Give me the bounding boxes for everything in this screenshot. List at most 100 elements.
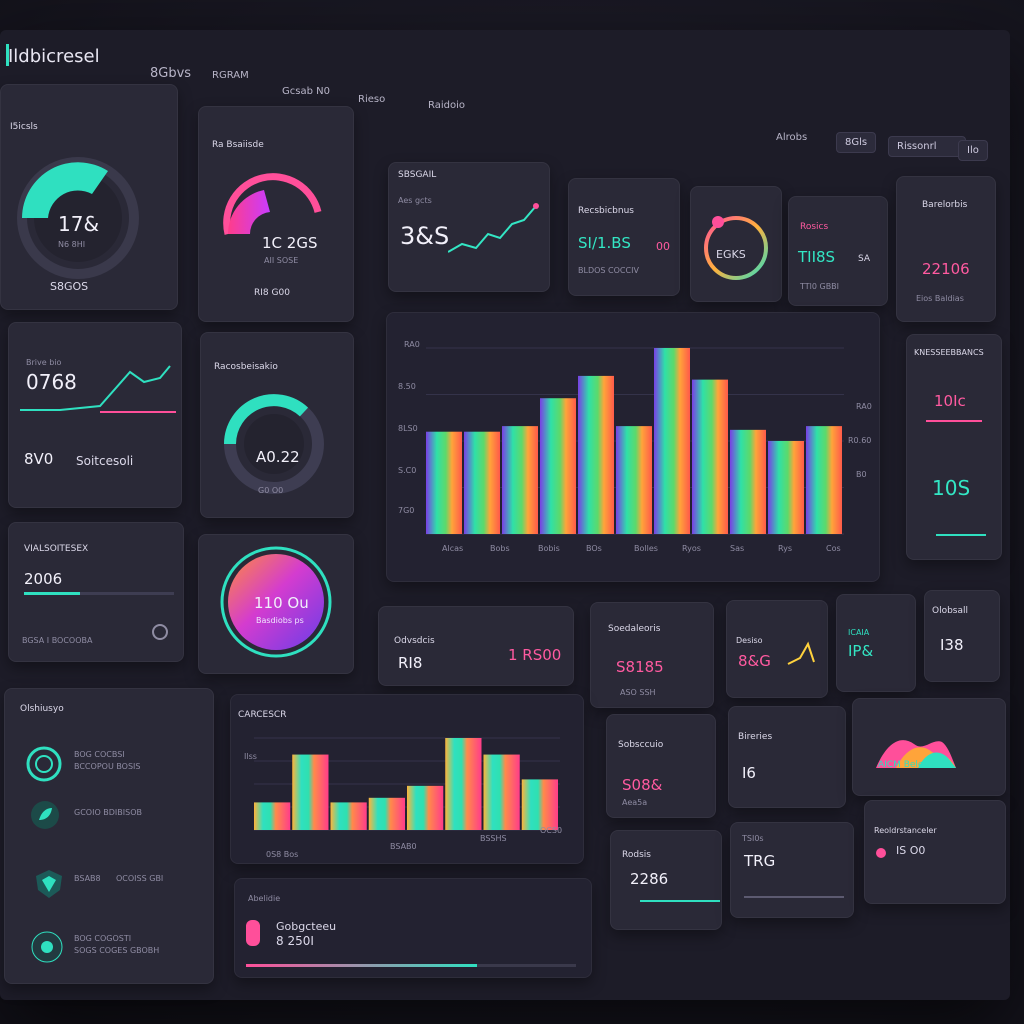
main-x-tick-5: Bolles <box>634 544 658 553</box>
gauge-card-teal-2[interactable]: Racosbeisakio A0.22 G0 O0 <box>200 332 354 518</box>
main-chart-bar-8[interactable] <box>692 379 728 534</box>
main-chart-bar-7[interactable] <box>654 348 690 534</box>
orb-gauge <box>220 546 332 658</box>
main-x-tick-2: Bobs <box>490 544 510 553</box>
header-button-3[interactable]: Ilo <box>958 140 988 161</box>
nav-item-1[interactable]: 8Gbvs <box>150 66 192 81</box>
area-chart-bar-2[interactable] <box>292 754 329 830</box>
stat4-title: ICAIA <box>848 628 870 637</box>
stat-card-8[interactable]: AICM Belesbr <box>852 698 1006 796</box>
list-item-4-line1: BOG COGOSTI <box>74 934 132 943</box>
kpi-right-underline-2 <box>936 534 986 536</box>
stat-card-6[interactable]: Sobsccuio S08& Aea5a <box>606 714 716 818</box>
kpi-b-value-2: 00 <box>656 240 670 253</box>
main-chart-bar-11[interactable] <box>806 426 842 534</box>
main-chart-bar-4[interactable] <box>540 398 576 534</box>
gauge-teal2-value: A0.22 <box>256 448 300 466</box>
main-chart-bar-10[interactable] <box>768 441 804 534</box>
gauge-teal2-footer: G0 O0 <box>258 486 284 495</box>
area-chart-bar-8[interactable] <box>521 779 558 830</box>
kpi-card-e[interactable]: Barelorbis 22106 Eios Baldias <box>896 176 996 322</box>
main-chart-card[interactable]: RA0 8.50 8LS0 S.C0 7G0 RA0 R0.60 B0 Alca… <box>386 312 880 582</box>
progress-value-2: 8 250I <box>276 934 314 948</box>
area-chart-card[interactable]: CARCESCR Ilss 0S8 Bos BSAB0 BSSHS OCS0 <box>230 694 584 864</box>
main-chart-bar-3[interactable] <box>502 426 538 534</box>
kpi-card-right[interactable]: KNESSEEBBANCS 10Ic 10S <box>906 334 1002 560</box>
gauge-card-teal[interactable]: I5icsls 17& N6 8HI S8GOS <box>0 84 178 310</box>
stat5-value: I38 <box>940 636 964 654</box>
stat2-title: Soedaleoris <box>608 624 661 634</box>
kpi-b-value: SI/1.BS <box>578 234 631 252</box>
list-item-3-line2: OCOISS GBI <box>116 874 164 883</box>
gauge-teal-footer: S8GOS <box>50 280 89 293</box>
stat-card-2[interactable]: Soedaleoris S8185 ASO SSH <box>590 602 714 708</box>
main-chart-bar-5[interactable] <box>578 375 614 534</box>
header-button-2[interactable]: Rissonrl <box>888 136 966 157</box>
kpi-card-d[interactable]: Rosics TII8S SA TTl0 GBBI <box>788 196 888 306</box>
area-chart-bar-4[interactable] <box>368 797 405 830</box>
refresh-icon[interactable] <box>152 624 168 640</box>
kpi-card-b[interactable]: Recsbicbnus SI/1.BS 00 BLDOS COCCIV <box>568 178 680 296</box>
stat-card-1[interactable]: Odvsdcis RI8 1 RS00 <box>378 606 574 686</box>
list-item-1-line1: BOG COCBSI <box>74 750 125 759</box>
stat-card-10[interactable]: TSI0s TRG <box>730 822 854 918</box>
globe-icon[interactable] <box>30 930 64 964</box>
main-x-tick-1: Alcas <box>442 544 464 553</box>
main-chart-bar-6[interactable] <box>616 426 652 534</box>
area-x-tick-1: 0S8 Bos <box>266 850 299 859</box>
area-y-tick: Ilss <box>244 752 257 761</box>
kpi-d-value-2: SA <box>858 254 871 264</box>
kpi-e-title: Barelorbis <box>922 200 968 210</box>
list-card[interactable]: Olshiusyo BOG COCBSI BCCOPOU BOSIS GCOIO… <box>4 688 214 984</box>
header-button-1[interactable]: 8Gls <box>836 132 877 153</box>
leaf-icon[interactable] <box>30 800 60 830</box>
kpi-right-value-2: 10S <box>932 476 971 500</box>
nav-item-2[interactable]: RGRAM <box>212 70 249 81</box>
progress-value: Gobgcteeu <box>276 920 337 933</box>
kpi-card-c[interactable]: EGKS <box>690 186 782 302</box>
orb-card[interactable]: 110 Ou Basdiobs ps <box>198 534 354 674</box>
slider-track[interactable] <box>24 592 174 595</box>
list-item-1-line2: BCCOPOU BOSIS <box>74 762 141 771</box>
kpi-card-a[interactable]: SBSGAIL Aes gcts 3&S <box>388 162 550 292</box>
trend-card[interactable]: Brive bio 0768 8V0 Soitcesoli <box>8 322 182 508</box>
nav-item-3[interactable]: Gcsab N0 <box>282 86 330 97</box>
stat-card-5[interactable]: Olobsall I38 <box>924 590 1000 682</box>
trend-footer-label: Soitcesoli <box>76 454 134 468</box>
clock-icon[interactable] <box>26 746 62 782</box>
slider-card[interactable]: VIALSOITESEX 2006 BGSA I BOCOOBA <box>8 522 184 662</box>
pink-gauge <box>223 173 322 235</box>
nav-item-5[interactable]: Raidoio <box>428 100 465 111</box>
stat1-title: Odvsdcis <box>394 636 435 646</box>
main-x-tick-6: Ryos <box>682 544 701 553</box>
kpi-c-value: EGKS <box>716 248 746 261</box>
gauge-pink-sub: AII SOSE <box>264 256 299 265</box>
stat-card-4[interactable]: ICAIA IP& <box>836 594 916 692</box>
stat10-line <box>744 896 844 898</box>
stat1-value: RI8 <box>398 654 423 672</box>
main-y-right-3: B0 <box>856 470 867 479</box>
stat-card-7[interactable]: Bireries I6 <box>728 706 846 808</box>
stat-card-9[interactable]: Rodsis 2286 <box>610 830 722 930</box>
main-x-tick-8: Rys <box>778 544 793 553</box>
area-chart-bar-5[interactable] <box>407 785 444 830</box>
nav-item-4[interactable]: Rieso <box>358 94 386 105</box>
area-chart-bar-3[interactable] <box>330 802 367 830</box>
orb-sub: Basdiobs ps <box>256 616 304 625</box>
area-chart-bar-6[interactable] <box>445 738 482 830</box>
header-right-label: Alrobs <box>776 132 808 143</box>
main-bar-chart <box>426 347 844 535</box>
main-chart-bar-2[interactable] <box>464 431 500 534</box>
progress-card[interactable]: Abelidie Gobgcteeu 8 250I <box>234 878 592 978</box>
stat-card-11[interactable]: Reoldrstanceler IS O0 <box>864 800 1006 904</box>
area-chart-bar-7[interactable] <box>483 754 520 830</box>
kpi-right-underline <box>926 420 982 422</box>
main-chart-bar-1[interactable] <box>426 431 462 534</box>
area-chart-bar-1[interactable] <box>254 802 291 830</box>
main-chart-bar-9[interactable] <box>730 429 766 534</box>
gauge-card-pink[interactable]: Ra Bsaiisde 1C 2GS AII SOSE RI8 G00 <box>198 106 354 322</box>
shield-icon[interactable] <box>34 868 64 900</box>
stat-card-3[interactable]: Desiso 8&G <box>726 600 828 698</box>
mountain-chart <box>876 740 956 768</box>
list-item-3-line1: BSAB8 <box>74 874 101 883</box>
